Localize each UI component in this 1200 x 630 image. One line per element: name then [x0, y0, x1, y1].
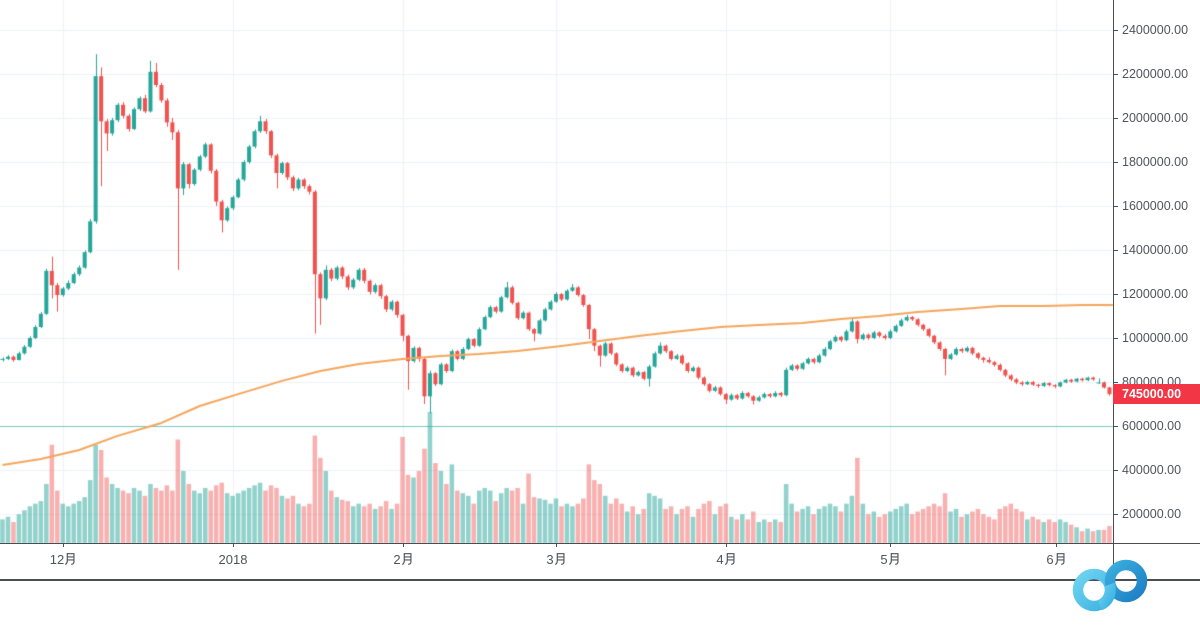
y-axis-tick — [1113, 162, 1118, 163]
y-axis-tick — [1113, 382, 1118, 383]
y-axis-tick — [1113, 74, 1118, 75]
x-axis-tick — [556, 543, 557, 547]
y-axis-tick — [1113, 118, 1118, 119]
x-axis-label: 3 — [520, 552, 592, 568]
brand-infinity-logo-icon[interactable] — [1063, 553, 1160, 619]
y-axis-label: 600000.00 — [1122, 418, 1182, 433]
x-axis-label: 4 — [690, 552, 762, 568]
price-axis-line — [1113, 0, 1114, 580]
y-axis-label: 400000.00 — [1122, 462, 1182, 477]
last-price-label: 745000.00 — [1113, 384, 1200, 404]
x-axis-tick — [403, 543, 404, 547]
kanji-month-glyph — [65, 553, 75, 565]
y-axis-tick — [1113, 30, 1118, 31]
y-axis-tick — [1113, 514, 1118, 515]
kanji-month-glyph — [554, 553, 565, 565]
y-axis-tick — [1113, 250, 1118, 251]
x-axis-tick — [890, 543, 891, 547]
y-axis-label: 1000000.00 — [1122, 330, 1189, 345]
y-axis-tick — [1113, 206, 1118, 207]
y-axis-label: 2200000.00 — [1122, 66, 1189, 81]
y-axis-label: 2000000.00 — [1122, 110, 1189, 125]
x-axis-label: 12 — [27, 552, 99, 568]
x-axis-tick — [1056, 543, 1057, 547]
x-axis-label: 2018 — [218, 552, 248, 567]
y-axis-label: 1600000.00 — [1122, 198, 1189, 213]
last-price-value: 745000.00 — [1122, 387, 1182, 401]
kanji-month-glyph — [1054, 553, 1065, 565]
kanji-month-glyph — [401, 553, 412, 565]
x-axis-label: 2 — [367, 552, 439, 568]
y-axis-tick — [1113, 338, 1118, 339]
x-axis-tick — [726, 543, 727, 547]
kanji-month-glyph — [888, 553, 899, 565]
y-axis-label: 1400000.00 — [1122, 242, 1189, 257]
y-axis-label: 200000.00 — [1122, 506, 1182, 521]
y-axis-tick — [1113, 426, 1118, 427]
y-axis-label: 1800000.00 — [1122, 154, 1189, 169]
y-axis-label: 2400000.00 — [1122, 22, 1189, 37]
x-axis-tick — [233, 543, 234, 547]
kanji-month-glyph — [724, 553, 735, 565]
y-axis-tick — [1113, 294, 1118, 295]
y-axis-tick — [1113, 470, 1118, 471]
x-axis-label: 6 — [1020, 552, 1092, 568]
widget-bottom-border — [0, 579, 1200, 581]
x-axis-label: 5 — [854, 552, 926, 568]
x-axis-tick — [63, 543, 64, 547]
time-axis-line — [0, 543, 1200, 544]
y-axis-label: 1200000.00 — [1122, 286, 1189, 301]
